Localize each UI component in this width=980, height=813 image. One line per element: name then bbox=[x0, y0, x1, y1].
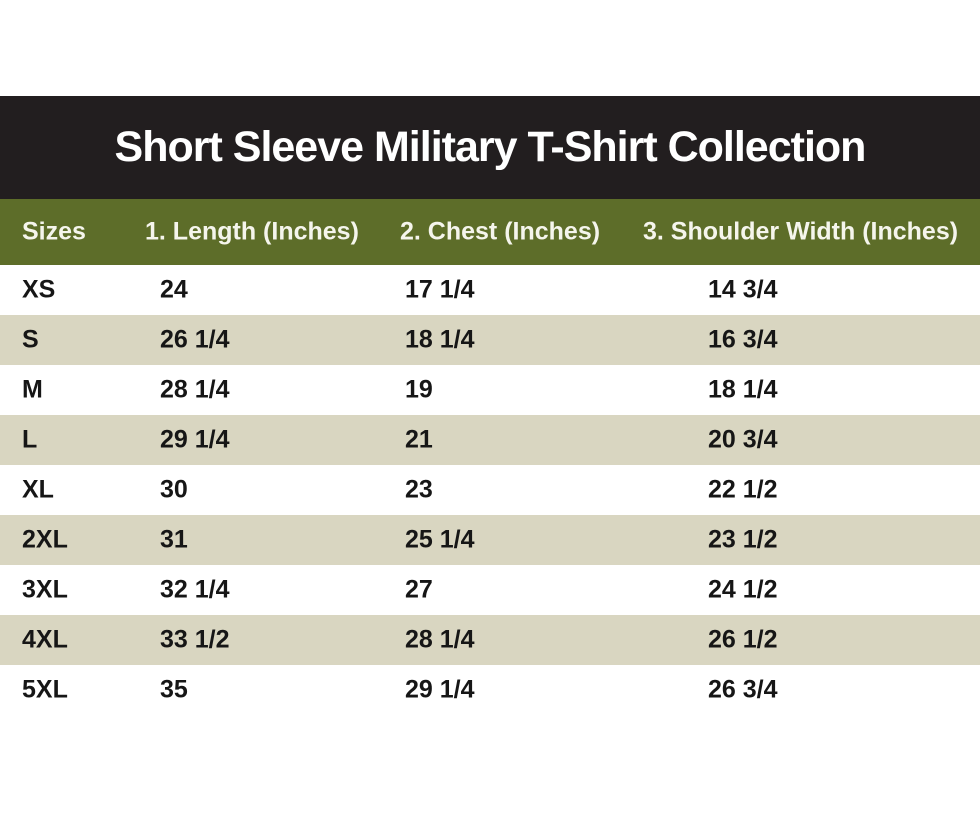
length-cell: 35 bbox=[160, 675, 188, 704]
table-header-row: Sizes 1. Length (Inches) 2. Chest (Inche… bbox=[0, 199, 980, 265]
shoulder-width-cell: 18 1/4 bbox=[708, 375, 778, 404]
table-row: XS 24 17 1/4 14 3/4 bbox=[0, 265, 980, 315]
table-body: XS 24 17 1/4 14 3/4 S 26 1/4 18 1/4 16 3/4 M 28 1… bbox=[0, 265, 980, 715]
title-banner: Short Sleeve Military T-Shirt Collection bbox=[0, 96, 980, 199]
chest-cell: 19 bbox=[405, 375, 433, 404]
table-row: S 26 1/4 18 1/4 16 3/4 bbox=[0, 315, 980, 365]
shoulder-width-cell: 23 1/2 bbox=[708, 525, 778, 554]
chest-cell: 25 1/4 bbox=[405, 525, 475, 554]
column-header-chest: 2. Chest (Inches) bbox=[400, 217, 601, 246]
length-cell: 32 1/4 bbox=[160, 575, 230, 604]
shoulder-width-cell: 24 1/2 bbox=[708, 575, 778, 604]
column-header-sizes: Sizes bbox=[22, 217, 86, 246]
chest-cell: 17 1/4 bbox=[405, 275, 475, 304]
size-cell: S bbox=[22, 325, 39, 354]
shoulder-width-cell: 26 1/2 bbox=[708, 625, 778, 654]
shoulder-width-cell: 16 3/4 bbox=[708, 325, 778, 354]
size-cell: XL bbox=[22, 475, 54, 504]
size-cell: 5XL bbox=[22, 675, 68, 704]
size-cell: L bbox=[22, 425, 38, 454]
shoulder-width-cell: 14 3/4 bbox=[708, 275, 778, 304]
length-cell: 31 bbox=[160, 525, 188, 554]
table-row: M 28 1/4 19 18 1/4 bbox=[0, 365, 980, 415]
chest-cell: 23 bbox=[405, 475, 433, 504]
size-cell: 4XL bbox=[22, 625, 68, 654]
table-row: 5XL 35 29 1/4 26 3/4 bbox=[0, 665, 980, 715]
table-row: XL 30 23 22 1/2 bbox=[0, 465, 980, 515]
length-cell: 29 1/4 bbox=[160, 425, 230, 454]
top-whitespace bbox=[0, 0, 980, 96]
chest-cell: 28 1/4 bbox=[405, 625, 475, 654]
length-cell: 26 1/4 bbox=[160, 325, 230, 354]
size-cell: M bbox=[22, 375, 43, 404]
chest-cell: 18 1/4 bbox=[405, 325, 475, 354]
size-cell: 2XL bbox=[22, 525, 68, 554]
column-header-shoulder-width: 3. Shoulder Width (Inches) bbox=[643, 217, 959, 246]
page-title: Short Sleeve Military T-Shirt Collection bbox=[114, 123, 867, 171]
length-cell: 24 bbox=[160, 275, 188, 304]
table-row: 2XL 31 25 1/4 23 1/2 bbox=[0, 515, 980, 565]
shoulder-width-cell: 26 3/4 bbox=[708, 675, 778, 704]
column-header-length: 1. Length (Inches) bbox=[145, 217, 359, 246]
length-cell: 33 1/2 bbox=[160, 625, 230, 654]
table-row: 3XL 32 1/4 27 24 1/2 bbox=[0, 565, 980, 615]
chest-cell: 29 1/4 bbox=[405, 675, 475, 704]
size-cell: 3XL bbox=[22, 575, 68, 604]
length-cell: 30 bbox=[160, 475, 188, 504]
chest-cell: 21 bbox=[405, 425, 433, 454]
chest-cell: 27 bbox=[405, 575, 433, 604]
table-row: 4XL 33 1/2 28 1/4 26 1/2 bbox=[0, 615, 980, 665]
table-row: L 29 1/4 21 20 3/4 bbox=[0, 415, 980, 465]
length-cell: 28 1/4 bbox=[160, 375, 230, 404]
size-cell: XS bbox=[22, 275, 56, 304]
shoulder-width-cell: 20 3/4 bbox=[708, 425, 778, 454]
shoulder-width-cell: 22 1/2 bbox=[708, 475, 778, 504]
